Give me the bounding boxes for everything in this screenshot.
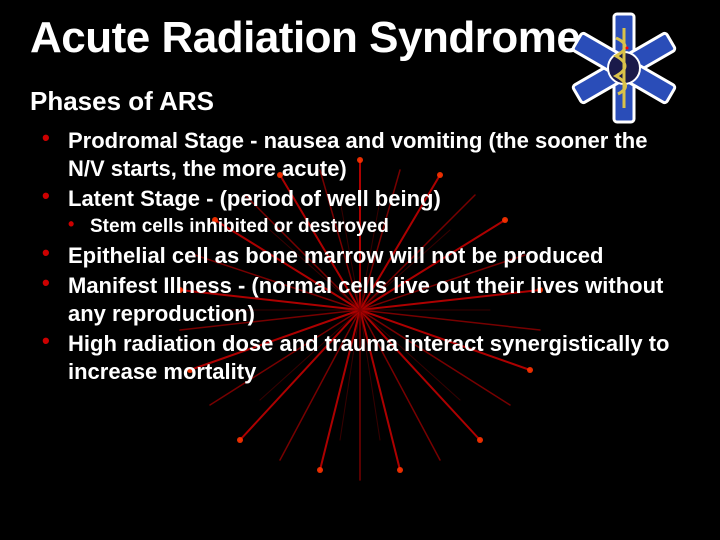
bullet-item: Latent Stage - (period of well being) xyxy=(40,185,690,213)
bullet-item: Manifest Illness - (normal cells live ou… xyxy=(40,272,690,328)
star-of-life-logo xyxy=(564,8,684,128)
bullet-item: High radiation dose and trauma interact … xyxy=(40,330,690,386)
bullet-list: Prodromal Stage - nausea and vomiting (t… xyxy=(30,127,690,387)
bullet-subitem: Stem cells inhibited or destroyed xyxy=(68,215,690,240)
bullet-sublist: Stem cells inhibited or destroyed xyxy=(40,215,690,240)
bullet-item: Epithelial cell as bone marrow will not … xyxy=(40,242,690,270)
bullet-item: Prodromal Stage - nausea and vomiting (t… xyxy=(40,127,690,183)
